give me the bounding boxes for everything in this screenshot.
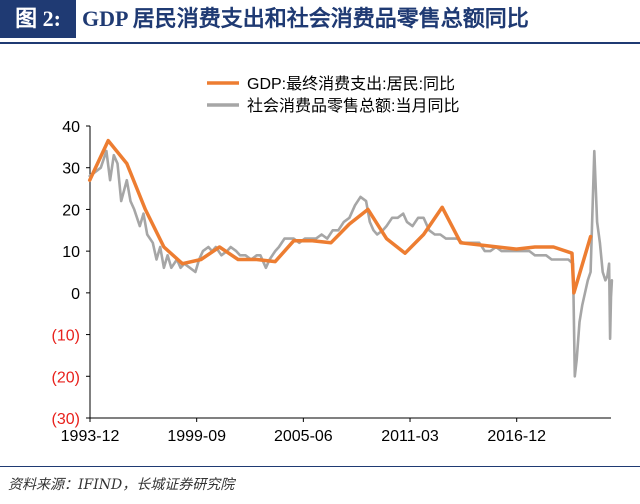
series-line [87, 138, 593, 295]
header-rule [0, 42, 640, 44]
legend-label: 社会消费品零售总额:当月同比 [247, 97, 459, 115]
y-tick-label: 10 [62, 244, 80, 261]
source-note: 资料来源：IFIND，长城证券研究院 [8, 477, 235, 493]
x-tick-label: 2005-06 [274, 428, 333, 445]
y-tick-label: 0 [71, 286, 80, 303]
y-tick-label: 30 [62, 161, 80, 178]
line-chart: 40 30 20 10 0 (10) (20) (30)1993-12 1999-09 2005-… [52, 75, 614, 445]
x-tick-label: 1993-12 [61, 428, 120, 445]
footer-rule [0, 466, 640, 467]
y-tick-label: (20) [52, 369, 80, 386]
x-tick-label: 2011-03 [381, 428, 439, 445]
figure-title: GDP 居民消费支出和社会消费品零售总额同比 [82, 6, 529, 31]
chart-axes: 40 30 20 10 0 (10) (20) (30)1993-12 1999-09 2005-… [52, 119, 611, 445]
x-tick-label: 1999-09 [167, 428, 226, 445]
y-tick-label: (10) [52, 328, 80, 345]
x-tick-label: 2016-12 [487, 428, 546, 445]
y-tick-label: (30) [52, 411, 80, 428]
y-tick-label: 20 [62, 202, 80, 219]
figure-header: 图 2: GDP 居民消费支出和社会消费品零售总额同比 [0, 0, 640, 38]
legend-label: GDP:最终消费支出:居民:同比 [247, 75, 455, 93]
figure-number-label: 图 2: [0, 0, 76, 38]
series-line [88, 149, 614, 378]
series-layer [87, 138, 614, 378]
y-tick-label: 40 [62, 119, 80, 136]
